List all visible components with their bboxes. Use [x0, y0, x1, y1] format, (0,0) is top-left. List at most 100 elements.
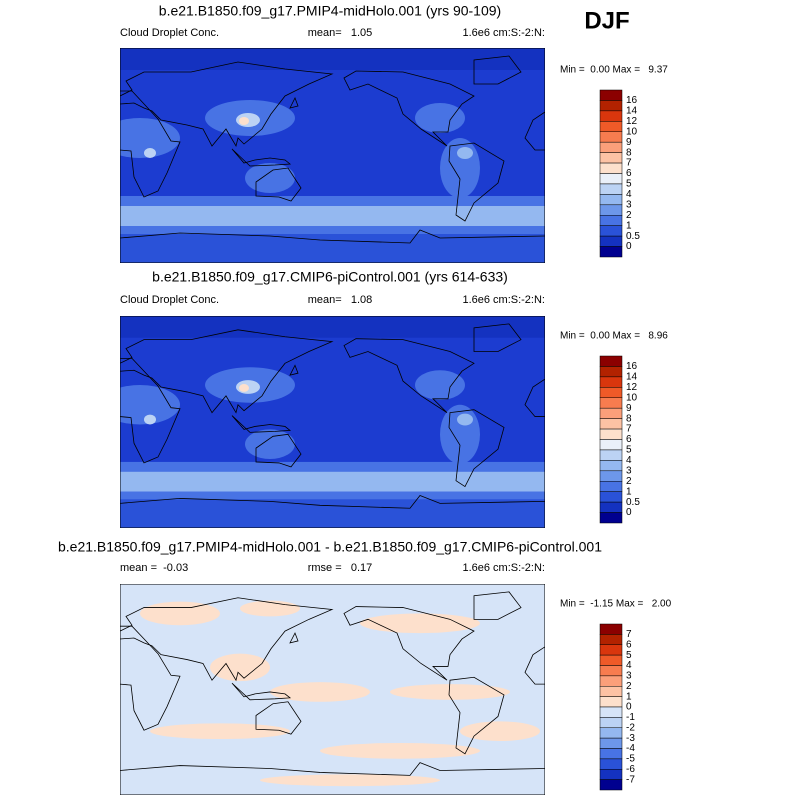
colorbar-box — [599, 100, 623, 112]
colorbar-label: 0.5 — [626, 497, 640, 508]
colorbar-box — [599, 397, 623, 409]
min-max: Min = -1.15 Max = 2.00 — [560, 599, 672, 610]
colorbar-label: 1 — [626, 220, 632, 231]
colorbar-label: -7 — [626, 774, 635, 785]
right-label: 1.6e6 cm:S:-2:N: — [462, 562, 545, 574]
colorbar-box — [599, 204, 623, 216]
colorbar-box — [599, 449, 623, 461]
colorbar-box — [599, 665, 623, 677]
colorbar-label: 0 — [626, 702, 632, 713]
right-label: 1.6e6 cm:S:-2:N: — [462, 27, 545, 39]
panel-title: b.e21.B1850.f09_g17.CMIP6-piControl.001 … — [152, 269, 508, 285]
colorbar-label: 6 — [626, 639, 632, 650]
colorbar-box — [599, 407, 623, 419]
colorbar-box — [599, 428, 623, 440]
map — [120, 48, 545, 263]
colorbar-box — [599, 235, 623, 247]
colorbar-label: 8 — [626, 413, 632, 424]
colorbar-label: 8 — [626, 147, 632, 158]
colorbar-label: -4 — [626, 743, 635, 754]
colorbar-label: -1 — [626, 712, 635, 723]
colorbar-box — [599, 737, 623, 749]
left-label: Cloud Droplet Conc. — [120, 294, 219, 306]
colorbar-label: 3 — [626, 671, 632, 682]
colorbar-box — [599, 512, 623, 524]
colorbar-box — [599, 717, 623, 728]
colorbar-label: -2 — [626, 722, 635, 733]
colorbar-label: 12 — [626, 116, 638, 127]
colorbar-box — [599, 141, 623, 153]
colorbar-label: 6 — [626, 168, 632, 179]
colorbar-box — [599, 194, 623, 206]
colorbar-box — [599, 654, 623, 666]
colorbar-box — [599, 225, 623, 237]
colorbar-box — [599, 748, 623, 760]
colorbar-label: 0 — [626, 241, 632, 252]
colorbar-box — [599, 696, 623, 708]
colorbar-label: -6 — [626, 764, 635, 775]
colorbar-label: 2 — [626, 476, 632, 487]
colorbar-label: 7 — [626, 629, 632, 640]
colorbar-label: 14 — [626, 106, 638, 117]
colorbar-label: -3 — [626, 733, 635, 744]
colorbar-box — [599, 470, 623, 482]
season-label: DJF — [584, 7, 629, 34]
center-label: rmse = 0.17 — [308, 562, 373, 574]
panel-title: b.e21.B1850.f09_g17.PMIP4-midHolo.001 - … — [58, 539, 602, 555]
map — [120, 584, 545, 795]
colorbar-box — [599, 623, 623, 635]
colorbar-box — [599, 355, 623, 367]
center-label: mean= 1.08 — [308, 294, 373, 306]
colorbar-box — [599, 366, 623, 378]
min-max: Min = 0.00 Max = 8.96 — [560, 331, 668, 342]
colorbar-label: 3 — [626, 465, 632, 476]
colorbar-box — [599, 376, 623, 388]
colorbar-label: 4 — [626, 660, 632, 671]
colorbar-box — [599, 110, 623, 122]
colorbar-box — [599, 246, 623, 258]
colorbar-box — [599, 162, 623, 174]
left-label: mean = -0.03 — [120, 562, 188, 574]
center-label: mean= 1.05 — [308, 27, 373, 39]
min-max: Min = 0.00 Max = 9.37 — [560, 65, 668, 76]
panel-title: b.e21.B1850.f09_g17.PMIP4-midHolo.001 (y… — [159, 3, 501, 19]
colorbar-box — [599, 131, 623, 143]
colorbar-label: 10 — [626, 126, 638, 137]
colorbar-box — [599, 173, 623, 185]
colorbar-label: 2 — [626, 210, 632, 221]
colorbar-box — [599, 215, 623, 226]
colorbar-label: 12 — [626, 382, 638, 393]
right-label: 1.6e6 cm:S:-2:N: — [462, 294, 545, 306]
colorbar-box — [599, 439, 623, 451]
colorbar-label: 5 — [626, 179, 632, 190]
colorbar-label: 1 — [626, 691, 632, 702]
colorbar-box — [599, 727, 623, 739]
colorbar-box — [599, 634, 623, 645]
colorbar-label: 14 — [626, 372, 638, 383]
colorbar-box — [599, 152, 623, 164]
colorbar-label: -5 — [626, 754, 635, 765]
colorbar-label: 7 — [626, 424, 632, 435]
colorbar-box — [599, 758, 623, 770]
colorbar-label: 10 — [626, 392, 638, 403]
colorbar-box — [599, 769, 623, 780]
colorbar-label: 2 — [626, 681, 632, 692]
colorbar-box — [599, 644, 623, 656]
colorbar-label: 9 — [626, 137, 632, 148]
colorbar-box — [599, 460, 623, 472]
colorbar-box — [599, 89, 623, 101]
colorbar-box — [599, 183, 623, 195]
colorbar-box — [599, 779, 623, 791]
colorbar-box — [599, 121, 623, 132]
colorbar-label: 7 — [626, 158, 632, 169]
colorbar-box — [599, 675, 623, 687]
colorbar-box — [599, 686, 623, 697]
colorbar-box — [599, 706, 623, 718]
colorbar-label: 6 — [626, 434, 632, 445]
colorbar-box — [599, 491, 623, 503]
map — [120, 316, 545, 528]
colorbar-label: 9 — [626, 403, 632, 414]
colorbar-box — [599, 501, 623, 513]
colorbar-box — [599, 418, 623, 430]
